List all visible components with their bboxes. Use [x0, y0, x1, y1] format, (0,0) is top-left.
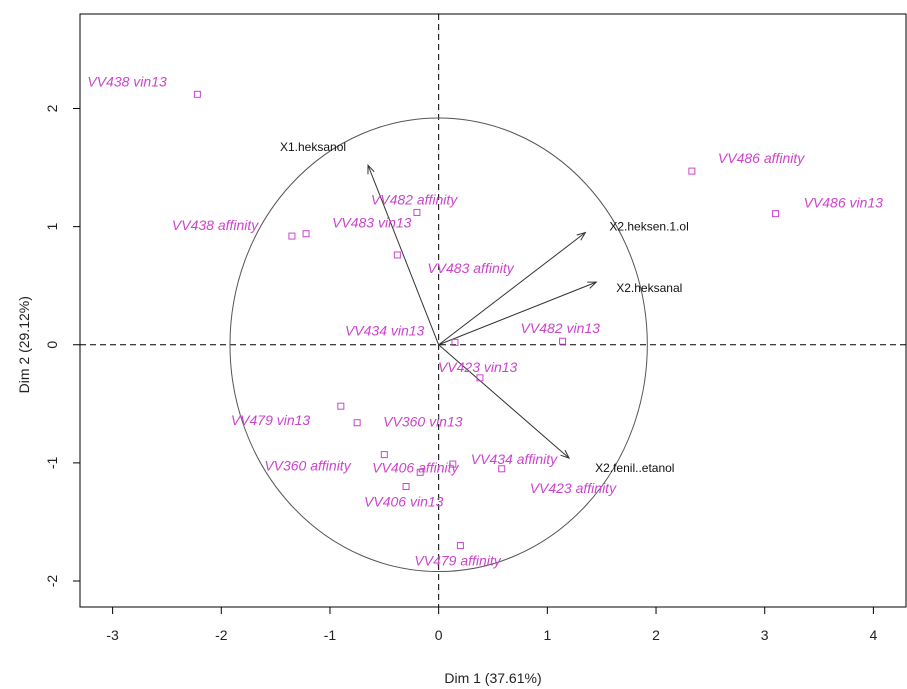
data-point	[451, 338, 459, 346]
data-point	[337, 402, 345, 410]
variable-arrowhead	[560, 449, 571, 460]
variable-arrow	[438, 232, 586, 346]
x-tick-label: -1	[324, 627, 337, 643]
variable-arrow	[367, 165, 440, 345]
point-label: VV483 vin13	[332, 215, 412, 231]
point-label: VV482 vin13	[521, 320, 601, 336]
data-point	[449, 460, 457, 468]
point-label: VV479 affinity	[414, 553, 501, 569]
variable-label: X2.fenil..etanol	[595, 461, 674, 475]
data-point	[456, 542, 464, 550]
x-tick-label: 3	[761, 627, 769, 643]
variable-arrowhead	[587, 281, 598, 289]
data-point	[380, 451, 388, 459]
x-tick-label: -3	[106, 627, 119, 643]
data-point	[393, 251, 401, 259]
variable-arrow	[438, 281, 597, 346]
point-label: VV360 vin13	[383, 414, 463, 430]
data-point	[288, 232, 296, 240]
variable-arrowhead	[576, 231, 587, 241]
x-tick-label: -2	[215, 627, 228, 643]
point-label: VV423 affinity	[530, 480, 617, 496]
y-tick-label: 2	[44, 104, 60, 112]
data-point	[559, 337, 567, 345]
variable-arrowhead	[367, 163, 375, 175]
data-point	[413, 208, 421, 216]
data-point	[476, 374, 484, 382]
y-tick-label: -1	[44, 456, 60, 469]
data-point	[772, 210, 780, 218]
y-tick-label: 0	[44, 341, 60, 349]
data-point	[402, 483, 410, 491]
x-tick-label: 4	[869, 627, 877, 643]
point-label: VV482 affinity	[371, 191, 458, 207]
point-label: VV406 affinity	[372, 459, 459, 475]
data-point	[353, 419, 361, 427]
data-point	[416, 468, 424, 476]
variable-label: X2.heksanal	[616, 281, 682, 295]
point-label: VV479 vin13	[231, 412, 311, 428]
point-label: VV486 affinity	[718, 150, 805, 166]
point-label: VV434 vin13	[345, 322, 425, 338]
variable-arrow	[438, 344, 570, 459]
point-label: VV434 affinity	[471, 451, 558, 467]
data-point	[688, 167, 696, 175]
x-tick-label: 2	[652, 627, 660, 643]
correlation-circle	[229, 117, 648, 573]
data-point	[302, 230, 310, 238]
y-tick-label: -2	[44, 575, 60, 588]
y-tick-label: 1	[44, 223, 60, 231]
data-point	[498, 465, 506, 473]
data-point	[193, 90, 201, 98]
x-tick-label: 1	[543, 627, 551, 643]
point-label: VV486 vin13	[804, 195, 884, 211]
variable-label: X2.heksen.1.ol	[609, 220, 688, 234]
y-axis-title: Dim 2 (29.12%)	[16, 296, 32, 393]
point-label: VV360 affinity	[264, 458, 351, 474]
point-label: VV438 affinity	[172, 217, 259, 233]
point-label: VV438 vin13	[87, 73, 167, 89]
point-label: VV423 vin13	[438, 359, 518, 375]
point-label: VV483 affinity	[427, 260, 514, 276]
plot-frame	[79, 13, 907, 608]
x-axis-title: Dim 1 (37.61%)	[444, 670, 541, 686]
x-tick-label: 0	[435, 627, 443, 643]
point-label: VV406 vin13	[364, 494, 444, 510]
variable-label: X1.heksanol	[280, 140, 346, 154]
